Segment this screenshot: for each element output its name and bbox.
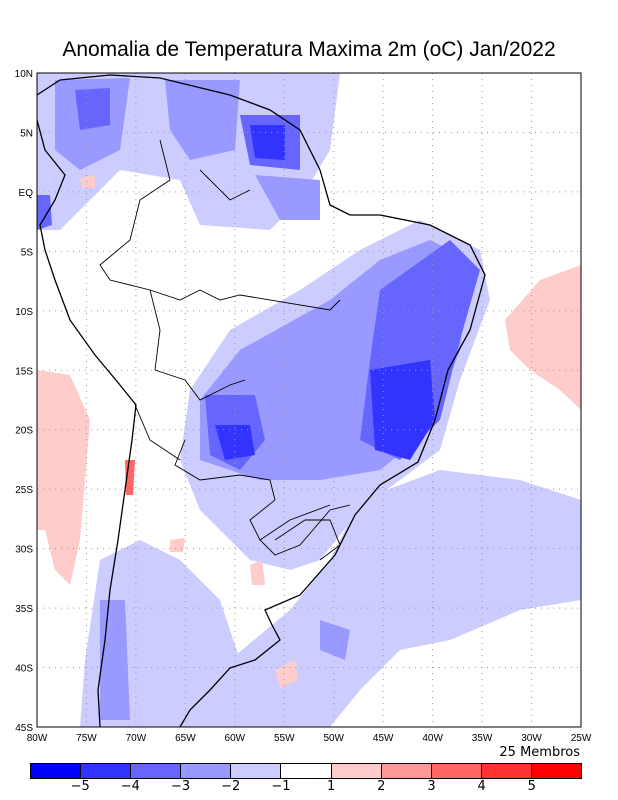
colorbar-swatch: [31, 764, 82, 778]
field-west-minus4: [37, 195, 52, 230]
field-south-andes-minus3: [100, 600, 130, 720]
field-pink-spot: [80, 175, 95, 188]
field-pink-spot: [170, 538, 185, 552]
colorbar-swatch: [231, 764, 282, 778]
field-south-minus2: [320, 620, 350, 660]
colorbar: [30, 763, 582, 779]
lon-tick-label: 40W: [422, 733, 443, 744]
lat-tick-label: 35S: [15, 604, 33, 615]
lon-tick-label: 65W: [175, 733, 196, 744]
colorbar-label: 4: [477, 779, 486, 794]
colorbar-swatch: [381, 764, 432, 778]
lon-tick-label: 25W: [571, 733, 592, 744]
lon-tick-label: 60W: [225, 733, 246, 744]
lat-tick-label: 40S: [15, 664, 33, 675]
field-pacific-pink: [37, 370, 90, 585]
field-pink-spot: [250, 560, 265, 585]
longitude-ticks: 80W 75W 70W 65W 60W 55W 50W 45W 40W 35W 30W 25W: [27, 733, 592, 744]
colorbar-label: 3: [427, 779, 436, 794]
map-frame: [36, 72, 582, 728]
lat-tick-label: EQ: [19, 188, 34, 199]
colorbar-label: 5: [527, 779, 536, 794]
graticule: [37, 73, 581, 727]
lat-tick-label: 20S: [15, 426, 33, 437]
lon-tick-label: 50W: [323, 733, 344, 744]
lat-tick-label: 15S: [15, 366, 33, 377]
map-title: Anomalia de Temperatura Maxima 2m (oC) J…: [62, 38, 556, 61]
colorbar-swatch: [481, 764, 532, 778]
lat-tick-label: 10N: [15, 69, 33, 80]
colorbar-swatch: [331, 764, 382, 778]
lat-tick-label: 10S: [15, 307, 33, 318]
lat-tick-label: 5S: [21, 247, 34, 258]
field-guianas-minus5: [250, 125, 285, 160]
latitude-ticks: 10N 5N EQ 5S 10S 15S 20S 25S 30S 35S 40S 45S: [15, 69, 34, 734]
colorbar-label: −5: [70, 779, 90, 794]
lat-tick-label: 25S: [15, 485, 33, 496]
lat-tick-label: 5N: [20, 128, 33, 139]
field-north-minus4: [75, 88, 110, 130]
colorbar-swatch: [281, 764, 332, 778]
field-north-minus3: [255, 175, 320, 220]
lat-tick-label: 30S: [15, 545, 33, 556]
anomaly-fields: [37, 73, 581, 727]
lon-tick-label: 70W: [126, 733, 147, 744]
lon-tick-label: 35W: [472, 733, 493, 744]
colorbar-swatch: [81, 764, 132, 778]
lon-tick-label: 45W: [373, 733, 394, 744]
colorbar-swatch: [431, 764, 482, 778]
colorbar-label: −1: [271, 779, 291, 794]
lat-tick-label: 45S: [15, 723, 33, 734]
colorbar-label: −4: [120, 779, 140, 794]
field-east-pink: [505, 265, 581, 410]
field-pink-spot: [275, 660, 298, 688]
field-north-minus3: [165, 80, 240, 160]
field-west-central-minus5: [215, 425, 255, 460]
lon-tick-label: 30W: [521, 733, 542, 744]
colorbar-swatch: [531, 764, 582, 778]
lon-tick-label: 80W: [27, 733, 48, 744]
colorbar-swatch: [181, 764, 232, 778]
colorbar-label: −3: [170, 779, 191, 794]
coastline: [37, 74, 486, 727]
colorbar-label: 2: [377, 779, 386, 794]
colorbar-label: 1: [326, 779, 336, 794]
colorbar-swatch: [131, 764, 182, 778]
field-southeast-minus5: [370, 360, 435, 460]
members-label: 25 Membros: [499, 745, 580, 760]
country-borders: [99, 139, 351, 561]
lon-tick-label: 55W: [274, 733, 295, 744]
lon-tick-label: 75W: [76, 733, 97, 744]
colorbar-label: −2: [221, 779, 241, 794]
